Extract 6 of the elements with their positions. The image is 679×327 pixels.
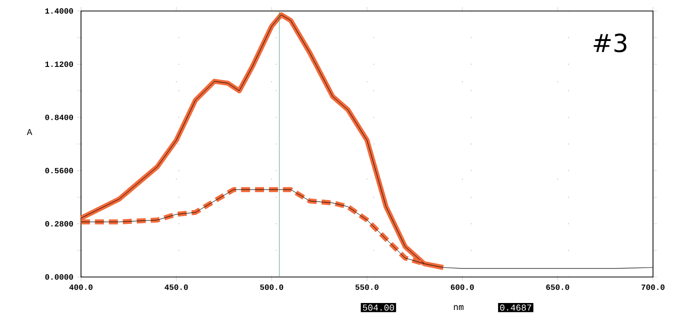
- line-series: [78, 12, 446, 270]
- y-axis-title: A: [26, 129, 32, 135]
- annotation: #3: [594, 34, 626, 52]
- text: nm: [454, 305, 464, 310]
- text: 504.00: [362, 304, 394, 311]
- text: 0.4687: [500, 304, 532, 311]
